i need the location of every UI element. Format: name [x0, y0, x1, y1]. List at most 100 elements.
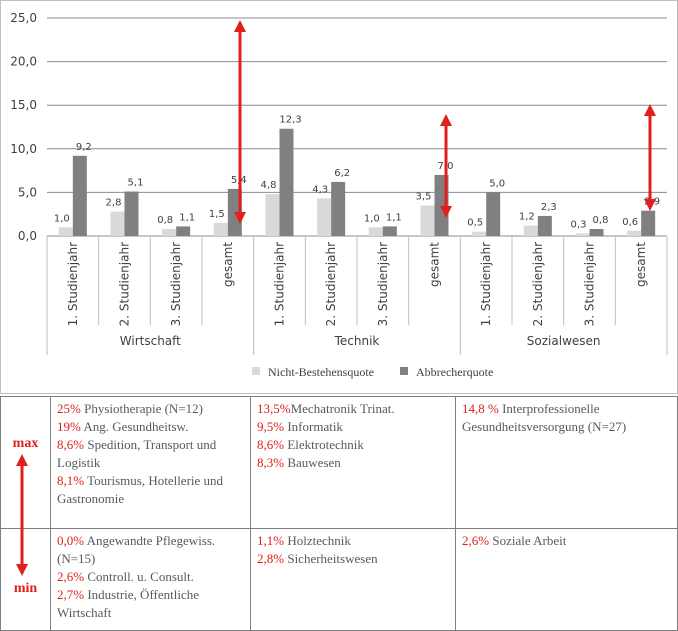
- cell-item: 8,6% Spedition, Transport und Logistik: [57, 436, 244, 472]
- group-label: Sozialwesen: [527, 334, 601, 348]
- percent: 14,8 %: [462, 401, 499, 416]
- group-label: Technik: [334, 334, 380, 348]
- legend-swatch: [252, 367, 260, 375]
- value-label: 5,0: [489, 178, 505, 189]
- x-tick-label: 1. Studienjahr: [479, 242, 493, 326]
- percent: 8,1%: [57, 473, 85, 488]
- cell-item: 8,3% Bauwesen: [257, 454, 449, 472]
- legend-label: Abbrecherquote: [416, 365, 493, 379]
- percent: 2,6%: [462, 533, 490, 548]
- percent: 25%: [57, 401, 81, 416]
- bar: [420, 205, 435, 236]
- percent: 9,5%: [257, 419, 285, 434]
- percent: 2,6%: [57, 569, 85, 584]
- bar: [537, 215, 552, 236]
- program: Tourismus, Hotellerie und Gastronomie: [57, 473, 224, 506]
- value-label: 5,1: [128, 178, 144, 189]
- bar: [523, 225, 538, 236]
- cell-item: 14,8 % Interprofessionelle Gesundheitsve…: [462, 400, 671, 436]
- table-cell: 0,0% Angewandte Pflegewiss. (N=15) 2,6% C…: [50, 528, 251, 631]
- x-tick-label: gesamt: [428, 242, 442, 287]
- chart: 0,0 5,0 10,0 15,0 20,0 25,0 1. Studienjahr 2. S…: [0, 0, 678, 394]
- x-tick-label: gesamt: [634, 242, 648, 287]
- bar: [472, 231, 487, 236]
- value-label: 1,0: [364, 213, 380, 224]
- bar: [317, 198, 332, 236]
- bar: [382, 226, 397, 236]
- percent: 0,0%: [57, 533, 85, 548]
- cell-item: 2,8% Sicherheitswesen: [257, 550, 449, 568]
- value-label: 1,5: [209, 209, 225, 220]
- value-label: 1,2: [519, 212, 535, 223]
- table-cell: 25% Physiotherapie (N=12) 19% Ang. Gesund…: [50, 396, 251, 529]
- percent: 2,7%: [57, 587, 85, 602]
- program: Physiotherapie (N=12): [84, 401, 203, 416]
- percent: 8,3%: [257, 455, 285, 470]
- percent: 13,5%: [257, 401, 291, 416]
- bar: [162, 229, 177, 236]
- program: Bauwesen: [287, 455, 341, 470]
- x-tick-label: 3. Studienjahr: [376, 242, 390, 326]
- program: Controll. u. Consult.: [87, 569, 194, 584]
- bar: [279, 128, 294, 236]
- value-label: 2,3: [541, 202, 557, 213]
- y-tick-label: 15,0: [10, 98, 37, 112]
- value-label: 0,8: [593, 215, 609, 226]
- x-tick-label: 2. Studienjahr: [118, 242, 132, 326]
- program: Angewandte Pflegewiss. (N=15): [57, 533, 216, 566]
- row-label: min: [0, 528, 51, 631]
- x-tick-label: gesamt: [221, 242, 235, 287]
- summary-table: max 25% Physiotherapie (N=12) 19% Ang. Ges…: [0, 396, 678, 631]
- table-row: max 25% Physiotherapie (N=12) 19% Ang. Ges…: [0, 396, 678, 529]
- value-label: 2,9: [644, 197, 660, 208]
- cell-item: 2,7% Industrie, Öffentliche Wirtschaft: [57, 586, 244, 622]
- row-label: max: [0, 396, 51, 529]
- bar: [265, 194, 280, 236]
- cell-item: 0,0% Angewandte Pflegewiss. (N=15): [57, 532, 244, 568]
- cell-item: 2,6% Controll. u. Consult.: [57, 568, 244, 586]
- bar: [331, 181, 346, 236]
- program: Sicherheitswesen: [287, 551, 378, 566]
- y-tick-label: 20,0: [10, 55, 37, 69]
- value-label: 0,8: [157, 215, 173, 226]
- value-label: 0,6: [622, 217, 638, 228]
- percent: 2,8%: [257, 551, 285, 566]
- program: Soziale Arbeit: [492, 533, 567, 548]
- value-label: 1,0: [54, 213, 70, 224]
- table-cell: 1,1% Holztechnik 2,8% Sicherheitswesen: [250, 528, 456, 631]
- value-label: 6,2: [334, 168, 350, 179]
- table-cell: 2,6% Soziale Arbeit: [455, 528, 678, 631]
- x-tick-label: 3. Studienjahr: [169, 242, 183, 326]
- bar: [213, 222, 228, 236]
- program: Industrie, Öffentliche Wirtschaft: [57, 587, 200, 620]
- program: Elektrotechnik: [287, 437, 364, 452]
- program: Spedition, Transport und Logistik: [57, 437, 217, 470]
- value-label: 4,8: [261, 180, 277, 191]
- percent: 1,1%: [257, 533, 285, 548]
- cell-item: 25% Physiotherapie (N=12): [57, 400, 244, 418]
- y-tick-label: 0,0: [18, 229, 37, 243]
- table-cell: 14,8 % Interprofessionelle Gesundheitsve…: [455, 396, 678, 529]
- program: Holztechnik: [287, 533, 351, 548]
- value-label: 2,8: [106, 198, 122, 209]
- x-tick-label: 2. Studienjahr: [531, 242, 545, 326]
- cell-item: 2,6% Soziale Arbeit: [462, 532, 671, 550]
- y-tick-label: 25,0: [10, 11, 37, 25]
- value-label: 3,5: [416, 191, 432, 202]
- program: Informatik: [287, 419, 343, 434]
- group-label: Wirtschaft: [120, 334, 181, 348]
- value-label: 9,2: [76, 142, 92, 153]
- x-tick-label: 3. Studienjahr: [583, 242, 597, 326]
- bar: [486, 192, 501, 236]
- cell-item: 8,1% Tourismus, Hotellerie und Gastronom…: [57, 472, 244, 508]
- legend-swatch: [399, 367, 408, 375]
- bar: [110, 211, 125, 236]
- value-label: 0,5: [467, 218, 483, 229]
- percent: 8,6%: [57, 437, 85, 452]
- range-arrows: [234, 19, 656, 224]
- table-row: min 0,0% Angewandte Pflegewiss. (N=15) 2,6…: [0, 528, 678, 631]
- program: Ang. Gesundheitsw.: [83, 419, 189, 434]
- plot: 0,0 5,0 10,0 15,0 20,0 25,0 1. Studienjahr 2. S…: [10, 11, 668, 379]
- bar: [627, 230, 642, 236]
- value-label: 1,1: [179, 212, 195, 223]
